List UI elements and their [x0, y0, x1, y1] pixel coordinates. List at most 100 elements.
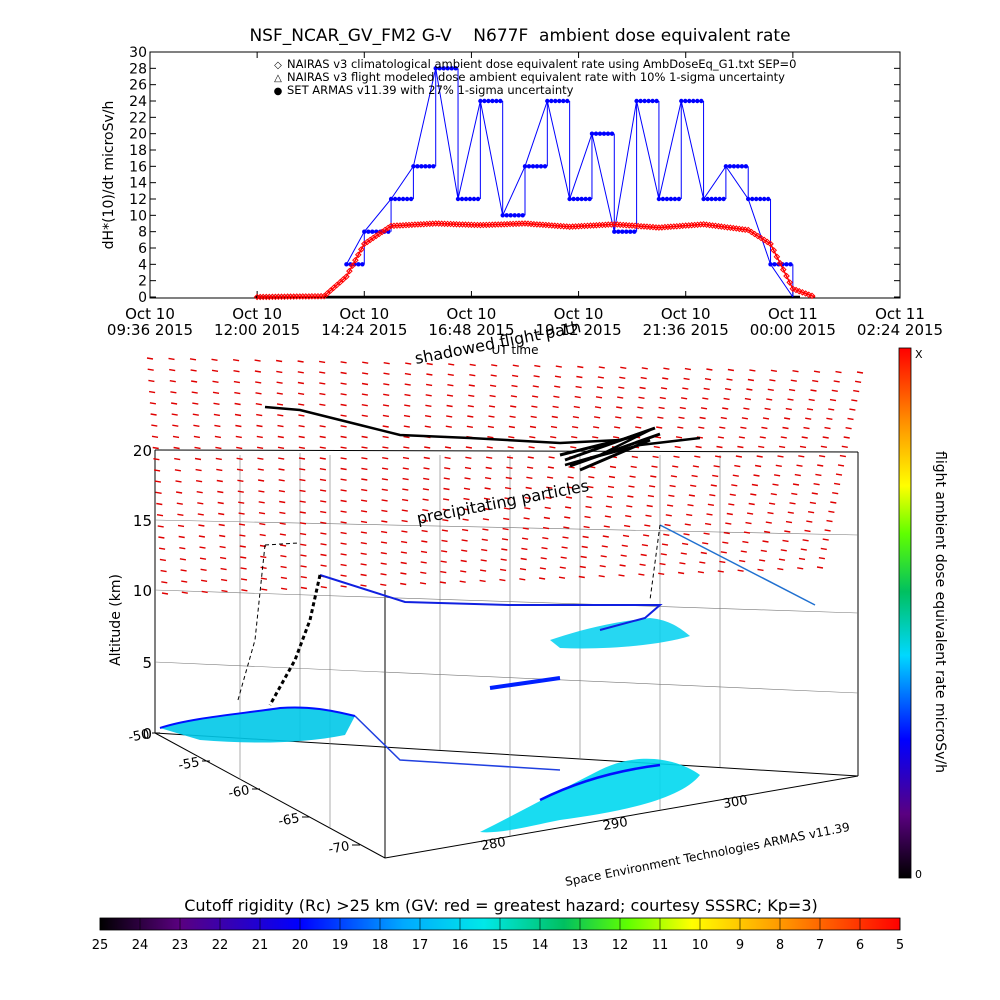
armas-point — [723, 164, 729, 169]
particle-mark — [298, 446, 306, 449]
particle-mark — [299, 489, 306, 493]
particle-mark — [460, 559, 467, 563]
particle-mark — [669, 484, 676, 488]
armas-point — [360, 262, 365, 267]
particle-mark — [833, 482, 841, 486]
particle-mark — [361, 435, 368, 439]
particle-mark — [256, 413, 263, 417]
particle-mark — [719, 560, 726, 564]
particle-mark — [195, 480, 203, 483]
particle-mark — [298, 403, 305, 406]
armas-point — [668, 196, 674, 202]
armas-point — [717, 196, 722, 202]
particle-mark — [235, 435, 242, 439]
particle-mark — [559, 566, 566, 569]
rigidity-tick-label: 16 — [452, 938, 469, 953]
particle-mark — [190, 369, 197, 372]
particle-mark — [260, 566, 267, 569]
armas-point — [475, 196, 481, 202]
particle-mark — [340, 382, 347, 385]
armas-point — [415, 164, 420, 169]
y-tick-label: 24 — [129, 94, 147, 110]
particle-mark — [340, 521, 347, 524]
particle-mark — [340, 542, 347, 545]
armas-point — [419, 164, 424, 169]
particle-mark — [550, 425, 558, 429]
particle-mark — [757, 568, 764, 572]
particle-mark — [700, 407, 708, 410]
particle-mark — [402, 488, 409, 491]
armas-point — [455, 196, 461, 202]
particle-mark — [238, 501, 245, 504]
particle-mark — [340, 457, 347, 460]
particle-mark — [464, 466, 472, 470]
y-tick-label: 30 — [129, 45, 147, 61]
particle-mark — [320, 553, 327, 557]
flight-path-3d — [237, 524, 816, 771]
particle-mark — [169, 368, 176, 372]
particle-mark — [548, 456, 555, 459]
particle-mark — [276, 381, 283, 384]
nairas-point — [330, 284, 338, 292]
particle-mark — [641, 544, 649, 547]
armas-point — [478, 98, 483, 104]
particle-mark — [562, 536, 569, 539]
particle-mark — [691, 474, 698, 478]
armas-point — [628, 229, 633, 234]
particle-mark — [462, 518, 469, 521]
particle-mark — [403, 435, 410, 439]
particle-mark — [750, 493, 757, 496]
particle-mark — [528, 446, 535, 449]
particle-mark — [748, 502, 755, 506]
armas-point — [482, 98, 487, 104]
particle-mark — [482, 528, 489, 531]
particle-mark — [811, 492, 818, 495]
particle-mark — [720, 416, 727, 420]
particle-mark — [531, 395, 539, 398]
nairas-point — [343, 273, 350, 280]
rigidity-tick-label: 23 — [172, 938, 189, 953]
particle-mark — [703, 532, 710, 535]
particle-mark — [732, 474, 739, 477]
armas-point — [441, 66, 446, 71]
particle-mark — [753, 474, 760, 477]
particle-mark — [215, 446, 222, 450]
particle-mark — [694, 455, 701, 458]
particle-mark — [319, 403, 326, 406]
particle-mark — [835, 473, 843, 476]
nairas-point — [414, 221, 422, 228]
armas-point — [664, 196, 670, 202]
particle-mark — [830, 501, 837, 504]
particle-mark — [504, 497, 511, 500]
particle-mark — [500, 558, 507, 561]
particle-mark — [499, 568, 507, 572]
nairas-point — [773, 253, 781, 261]
nairas-point — [339, 276, 347, 283]
nairas-point — [664, 223, 672, 231]
particle-mark — [626, 505, 633, 508]
particle-mark — [340, 446, 347, 449]
particle-mark — [401, 509, 408, 512]
particle-mark — [666, 504, 674, 507]
particle-mark — [686, 513, 693, 517]
particle-mark — [607, 485, 615, 489]
particle-mark — [217, 501, 224, 505]
particle-mark — [672, 465, 679, 468]
particle-mark — [506, 466, 513, 469]
particle-mark — [847, 417, 854, 421]
particle-mark — [404, 404, 411, 407]
particle-mark — [824, 529, 831, 532]
armas-point — [731, 164, 737, 169]
particle-mark — [260, 577, 268, 580]
y-tick-label: 2 — [138, 274, 147, 290]
particle-mark — [639, 386, 646, 390]
particle-mark — [598, 575, 605, 578]
armas-point — [735, 164, 741, 169]
particle-mark — [582, 535, 589, 539]
particle-mark — [639, 563, 646, 566]
particle-mark — [681, 542, 689, 546]
particle-mark — [820, 547, 827, 551]
particle-mark — [652, 455, 659, 459]
particle-mark — [547, 466, 555, 469]
particle-mark — [277, 414, 284, 417]
